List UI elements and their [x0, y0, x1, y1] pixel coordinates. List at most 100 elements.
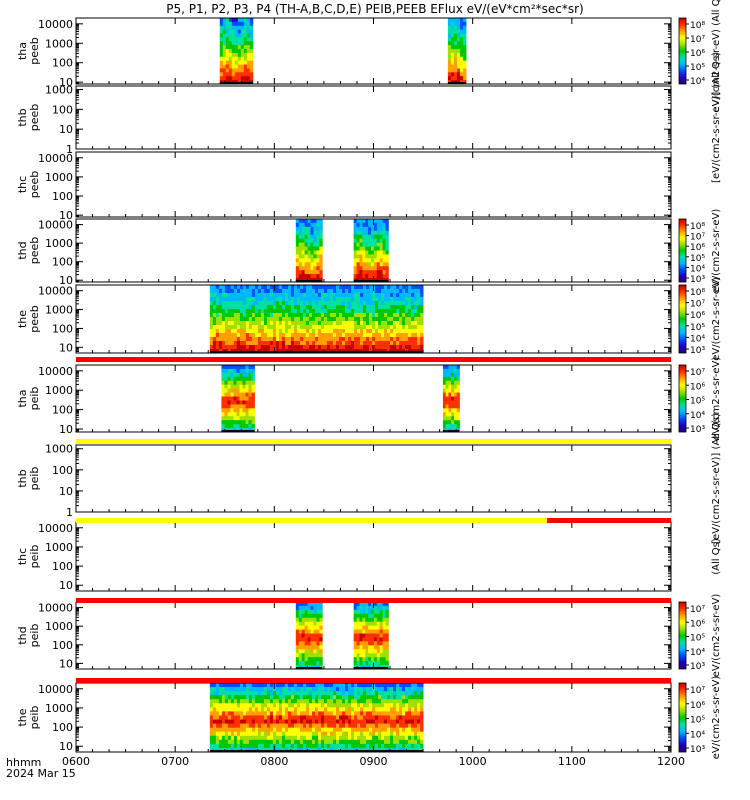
spectrogram-cell	[365, 605, 369, 611]
spectrogram-cell	[313, 649, 317, 654]
spectrogram-cell	[239, 293, 244, 298]
spectrogram-cell	[237, 72, 242, 77]
spectrogram-cell	[342, 687, 346, 692]
spectrogram-cell	[287, 711, 292, 716]
spectrogram-cell	[463, 68, 467, 73]
spectrogram-cell	[376, 270, 381, 275]
spectrogram-cell	[227, 711, 232, 716]
spectrogram-cell	[233, 368, 237, 374]
spectrogram-cell	[393, 699, 397, 704]
spectrogram-cell	[240, 49, 245, 54]
spectrogram-cell	[287, 699, 292, 704]
spectrogram-cell	[382, 266, 386, 271]
spectrogram-cell	[411, 707, 415, 712]
spectrogram-cell	[381, 297, 385, 302]
spectrogram-cell	[399, 285, 403, 290]
spectrogram-cell	[304, 266, 308, 271]
spectrogram-cell	[342, 715, 346, 720]
spectrogram-cell	[333, 683, 337, 688]
y-tick-label: 10000	[38, 285, 73, 298]
spectrogram-cell	[357, 345, 361, 350]
spectrogram-cell	[378, 301, 382, 306]
spectrogram-cell	[329, 707, 334, 712]
spectrogram-cell	[375, 313, 379, 318]
spectrogram-cell	[376, 641, 381, 646]
spectrogram-cell	[302, 313, 307, 318]
spectrogram-cell	[251, 723, 256, 729]
spectrogram-cell	[359, 657, 363, 662]
spectrogram-cell	[316, 641, 320, 646]
spectrogram-cell	[299, 735, 304, 741]
spectrogram-cell	[299, 683, 304, 688]
spectrogram-cell	[339, 695, 343, 700]
spectrogram-cell	[239, 404, 243, 409]
spectrogram-cell	[326, 703, 331, 708]
spectrogram-cell	[379, 258, 383, 263]
spectrogram-cell	[456, 52, 461, 58]
spectrogram-cell	[396, 341, 400, 346]
spectrogram-cell	[362, 625, 366, 630]
spectrogram-cell	[257, 313, 262, 318]
spectrogram-cell	[348, 293, 352, 298]
spectrogram-cell	[218, 325, 223, 330]
spectrogram-cell	[212, 289, 217, 294]
spectrogram-cell	[345, 285, 349, 290]
spectrogram-cell	[246, 18, 251, 23]
spectrogram-cell	[333, 731, 337, 737]
spectrogram-cell	[260, 695, 265, 700]
spectrogram-cell	[260, 731, 265, 737]
spectrogram-cell	[239, 424, 243, 429]
spectrogram-cell	[293, 317, 298, 322]
spectrogram-cell	[298, 613, 303, 619]
spectrogram-cell	[333, 337, 337, 342]
spectrogram-cell	[453, 68, 458, 73]
spectrogram-cell	[212, 687, 217, 692]
spectrogram-cell	[320, 337, 325, 342]
spectrogram-cell	[363, 731, 367, 737]
spectrogram-cell	[257, 329, 262, 334]
spectrogram-cell	[236, 416, 240, 421]
spectrogram-cell	[378, 297, 382, 302]
spectrogram-cell	[317, 345, 322, 350]
spectrogram-cell	[290, 333, 295, 338]
spectrogram-cell	[376, 609, 381, 615]
spectrogram-cell	[313, 637, 317, 642]
spectrogram-cell	[249, 52, 254, 58]
spectrogram-cell	[269, 711, 274, 716]
spectrogram-cell	[266, 313, 271, 318]
spectrogram-cell	[224, 341, 229, 346]
spectrogram-cell	[296, 329, 301, 334]
spectrogram-cell	[384, 297, 388, 302]
spectrogram-cell	[381, 699, 385, 704]
spectrogram-cell	[393, 293, 397, 298]
spectrogram-cell	[301, 637, 306, 642]
spectrogram-cell	[260, 285, 265, 290]
spectrogram-cell	[357, 691, 361, 696]
spectrogram-cell	[299, 711, 304, 716]
spectrogram-cell	[451, 368, 455, 374]
spectrogram-cell	[371, 621, 375, 627]
spectrogram-cell	[317, 305, 322, 310]
spectrogram-cell	[456, 392, 460, 397]
spectrogram-cell	[242, 372, 246, 378]
spectrogram-cell	[275, 285, 280, 290]
spectrogram-cell	[298, 645, 303, 650]
spectrogram-cell	[314, 321, 319, 326]
spectrogram-cell	[448, 384, 452, 390]
spectrogram-cell	[376, 629, 381, 634]
spectrogram-cell	[399, 687, 403, 692]
spectrogram-cell	[357, 317, 361, 322]
spectrogram-cell	[387, 337, 391, 342]
spectrogram-cell	[293, 699, 298, 704]
spectrogram-cell	[227, 715, 232, 720]
spectrogram-cell	[254, 711, 259, 716]
spectrogram-cell	[221, 365, 225, 370]
spectrogram-cell	[266, 703, 271, 708]
spectrogram-cell	[248, 400, 252, 405]
spectrogram-cell	[323, 329, 328, 334]
spectrogram-cell	[385, 653, 389, 658]
spectrogram-cell	[281, 341, 286, 346]
spectrogram-cell	[333, 739, 337, 745]
spectrogram-cell	[399, 695, 403, 700]
spectrogram-cell	[420, 711, 424, 716]
